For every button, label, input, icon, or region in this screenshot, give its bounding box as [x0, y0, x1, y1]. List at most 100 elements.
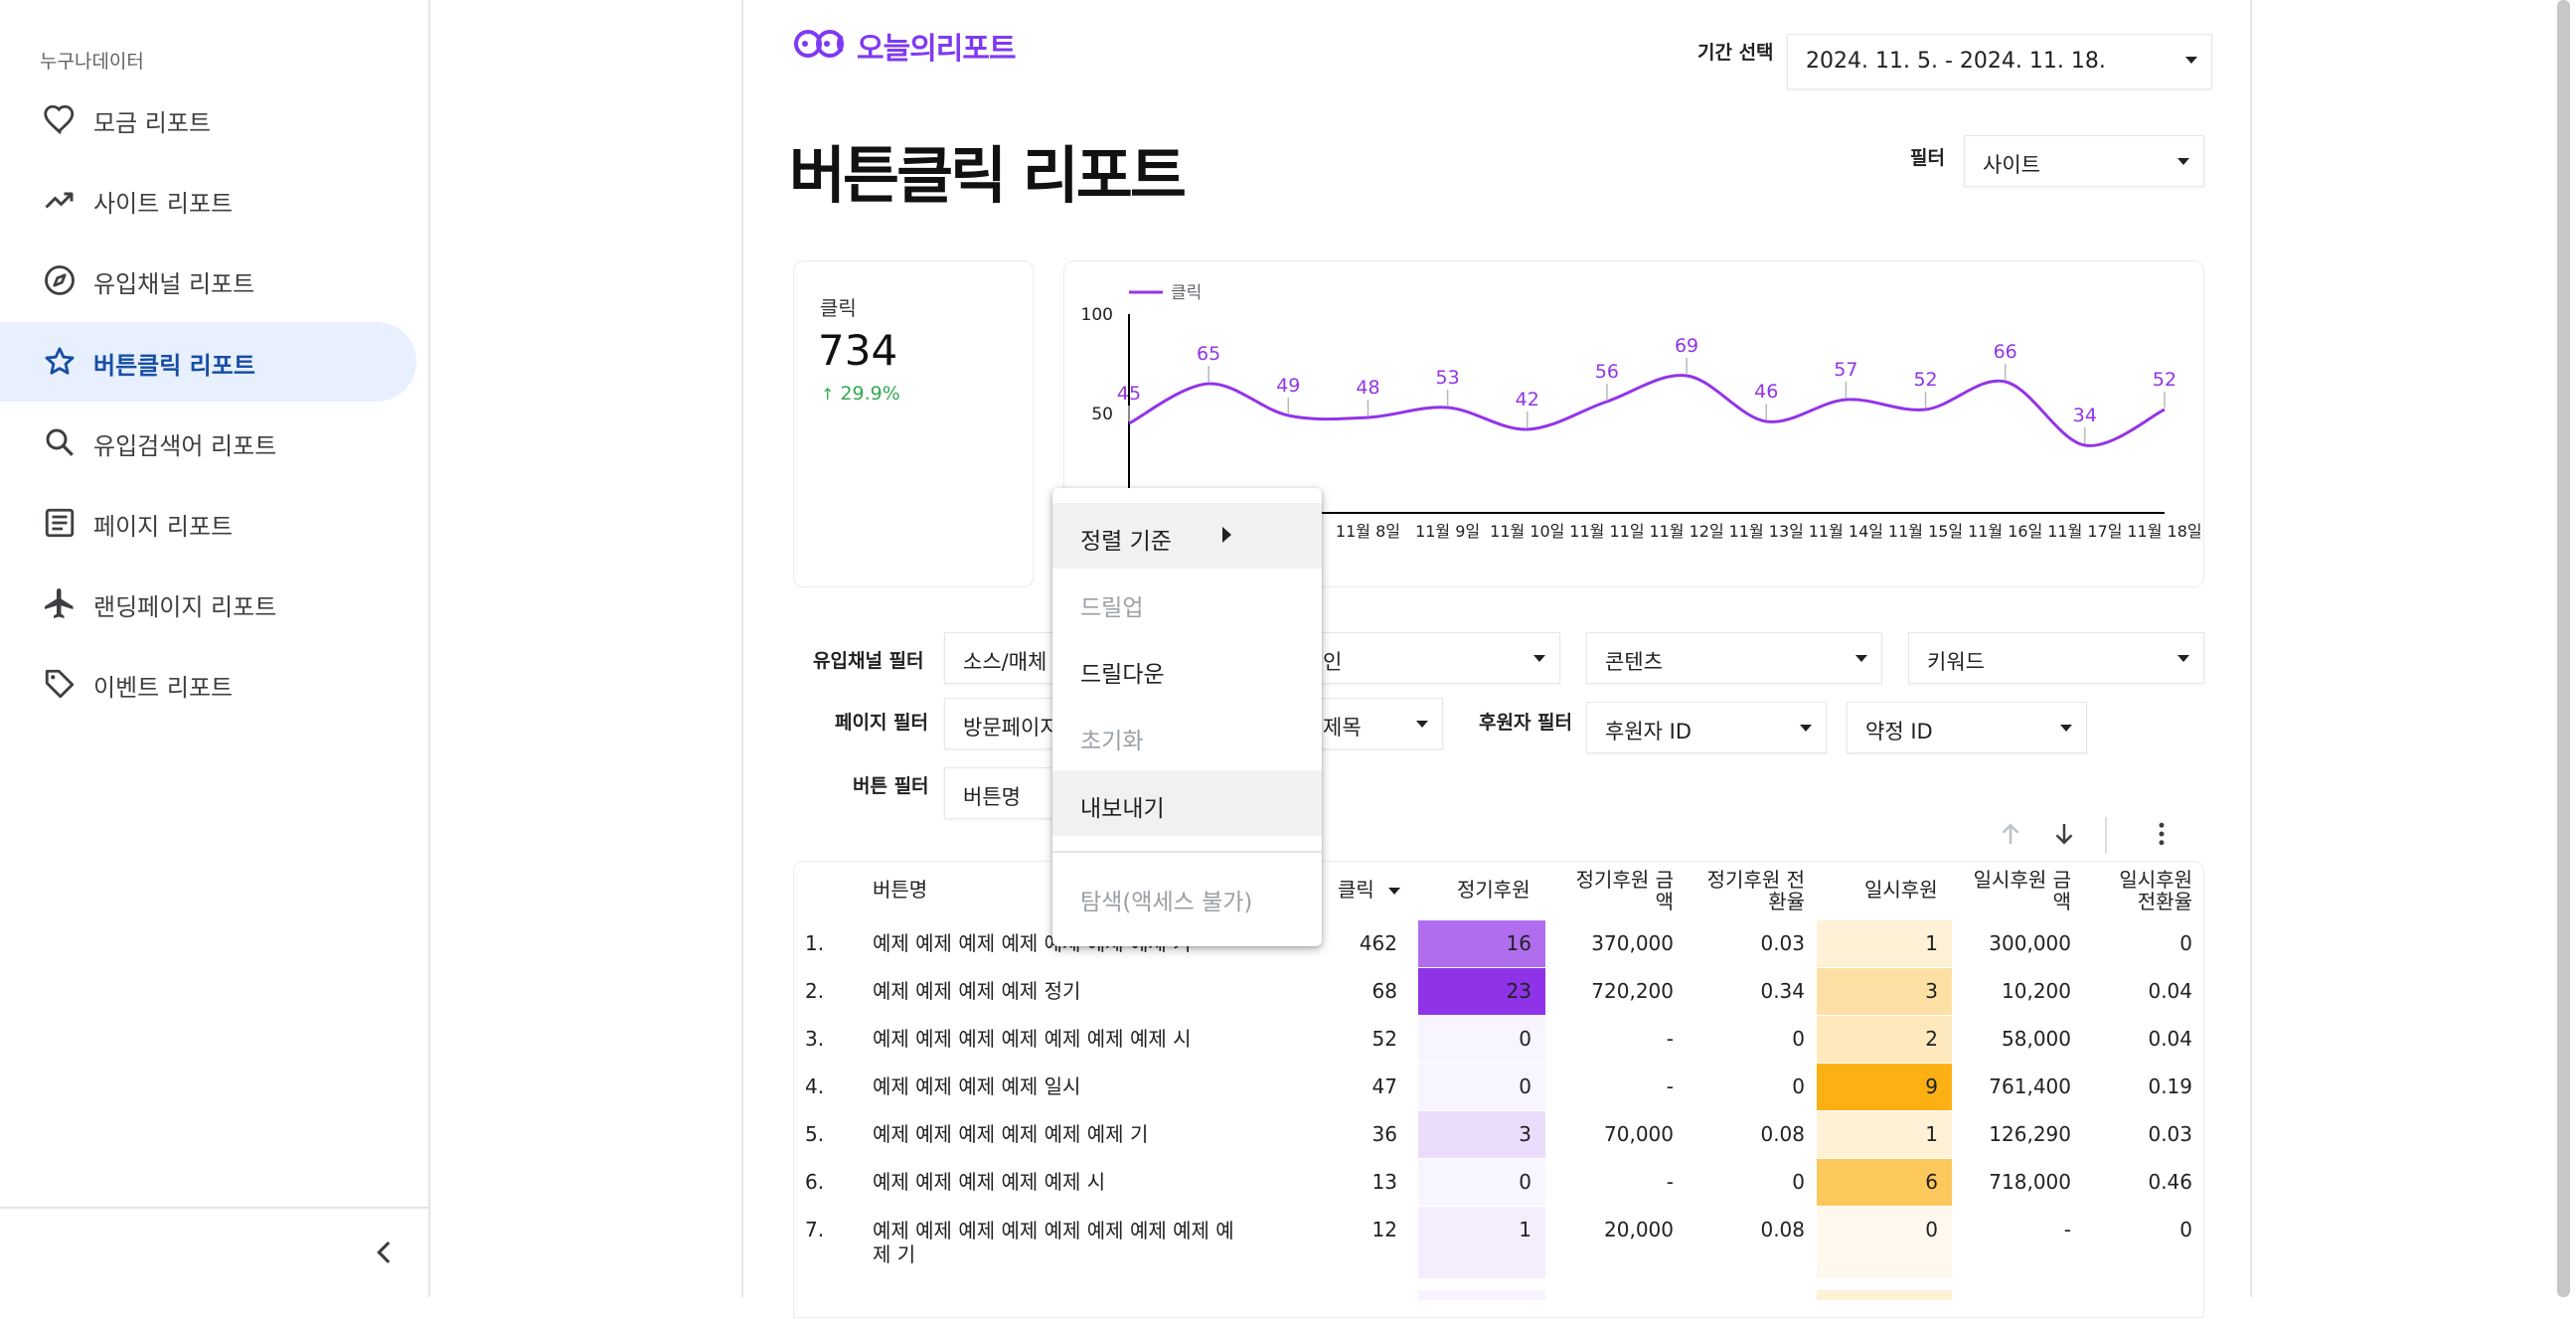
table-cell-regular-rate[interactable]: 0 — [1792, 1027, 1805, 1051]
col-header-onetime[interactable]: 일시후원 — [1864, 878, 1938, 902]
donor-id-dropdown[interactable]: 후원자 ID — [1586, 702, 1827, 753]
table-cell-onetime[interactable]: 6 — [1817, 1159, 1952, 1206]
table-cell-onetime-rate[interactable]: 0 — [2179, 931, 2192, 955]
sort-desc-icon — [1388, 888, 1401, 895]
table-cell-idx[interactable]: 5. — [805, 1122, 825, 1146]
col-header-onetime-rate[interactable]: 일시후원 전환율 — [2097, 869, 2192, 912]
table-cell-onetime[interactable]: 3 — [1817, 968, 1952, 1015]
table-cell-idx[interactable]: 1. — [805, 931, 825, 955]
campaign-dropdown[interactable]: 인 — [1292, 632, 1560, 684]
table-cell-regular[interactable]: 0 — [1418, 1064, 1545, 1110]
table-cell-onetime-amount[interactable]: 718,000 — [1989, 1170, 2071, 1194]
table-cell-regular-rate[interactable]: 0 — [1792, 1170, 1805, 1194]
table-cell-name[interactable]: 예제 예제 예제 예제 일시 — [873, 1074, 1081, 1098]
table-cell-onetime-amount[interactable]: - — [2063, 1218, 2071, 1241]
button-name-dropdown[interactable]: 버튼명 — [944, 767, 1059, 819]
table-cell-idx[interactable]: 3. — [805, 1027, 825, 1051]
table-cell-idx[interactable]: 4. — [805, 1074, 825, 1098]
table-cell-clicks[interactable]: 13 — [1371, 1170, 1397, 1194]
sidebar-item-event-report[interactable]: 이벤트 리포트 — [0, 644, 416, 724]
table-cell-onetime[interactable]: 0 — [1817, 1207, 1952, 1278]
table-cell-clicks[interactable]: 52 — [1371, 1027, 1397, 1051]
sidebar-item-page-report[interactable]: 페이지 리포트 — [0, 483, 416, 563]
table-cell-regular-amount[interactable]: 720,200 — [1591, 979, 1674, 1003]
source-medium-dropdown[interactable]: 소스/매체 — [944, 632, 1059, 684]
table-cell-onetime-amount[interactable]: 126,290 — [1989, 1122, 2071, 1146]
table-cell-regular-rate[interactable]: 0.34 — [1760, 979, 1805, 1003]
col-header-regular[interactable]: 정기후원 — [1457, 878, 1530, 902]
page-scrollbar[interactable] — [2557, 0, 2570, 1297]
keyword-dropdown[interactable]: 키워드 — [1908, 632, 2204, 684]
table-cell-regular[interactable]: 23 — [1418, 968, 1545, 1015]
table-cell-onetime-rate[interactable]: 0.04 — [2148, 979, 2192, 1003]
menu-item-drill-down[interactable]: 드릴다운 — [1052, 636, 1322, 702]
table-cell-regular-rate[interactable]: 0.08 — [1760, 1218, 1805, 1241]
table-cell-name[interactable]: 예제 예제 예제 예제 예제 예제 예제 시 — [873, 1027, 1192, 1051]
table-cell-regular-rate[interactable]: 0.03 — [1760, 931, 1805, 955]
site-filter-dropdown[interactable]: 사이트 — [1964, 135, 2204, 187]
x-tick-label: 11월 8일 — [1336, 522, 1400, 541]
sidebar-item-channel-report[interactable]: 유입채널 리포트 — [0, 241, 416, 320]
table-cell-regular-rate[interactable]: 0.08 — [1760, 1122, 1805, 1146]
table-cell-regular-amount[interactable]: - — [1666, 1027, 1674, 1051]
menu-item-export[interactable]: 내보내기 — [1052, 770, 1322, 836]
table-cell-regular-amount[interactable]: 20,000 — [1604, 1218, 1674, 1241]
table-cell-onetime-rate[interactable]: 0.04 — [2148, 1027, 2192, 1051]
clicks-scorecard[interactable] — [793, 260, 1034, 587]
table-cell-clicks[interactable]: 462 — [1359, 931, 1397, 955]
period-selector[interactable]: 2024. 11. 5. - 2024. 11. 18. — [1787, 34, 2212, 89]
table-cell-onetime[interactable]: 1 — [1817, 1111, 1952, 1158]
table-cell-onetime-amount[interactable]: 58,000 — [2002, 1027, 2071, 1051]
col-header-clicks[interactable]: 클릭 — [1338, 879, 1401, 901]
table-cell-regular-rate[interactable]: 0 — [1792, 1074, 1805, 1098]
table-cell-onetime-amount[interactable]: 10,200 — [2002, 979, 2071, 1003]
table-cell-onetime-amount[interactable]: 761,400 — [1989, 1074, 2071, 1098]
table-cell-onetime-rate[interactable]: 0 — [2179, 1218, 2192, 1241]
sort-descending-button[interactable] — [2049, 819, 2079, 849]
sidebar-item-fundraising-report[interactable]: 모금 리포트 — [0, 80, 416, 159]
menu-item-sort-by[interactable]: 정렬 기준 — [1052, 503, 1322, 569]
table-cell-regular-amount[interactable]: 70,000 — [1604, 1122, 1674, 1146]
col-header-regular-rate[interactable]: 정기후원 전 환율 — [1699, 869, 1805, 912]
table-cell-clicks[interactable]: 12 — [1371, 1218, 1397, 1241]
collapse-sidebar-button[interactable] — [368, 1236, 402, 1269]
table-cell-onetime[interactable]: 1 — [1817, 920, 1952, 967]
sidebar-item-button-click-report[interactable]: 버튼클릭 리포트 — [0, 322, 416, 402]
sidebar-item-landing-page-report[interactable]: 랜딩페이지 리포트 — [0, 564, 416, 643]
table-cell-onetime-rate[interactable]: 0.46 — [2148, 1170, 2192, 1194]
table-cell-regular[interactable]: 3 — [1418, 1111, 1545, 1158]
compass-icon — [42, 262, 78, 298]
table-cell-regular-amount[interactable]: 370,000 — [1591, 931, 1674, 955]
sidebar-item-search-keyword-report[interactable]: 유입검색어 리포트 — [0, 403, 416, 482]
pledge-id-dropdown[interactable]: 약정 ID — [1847, 702, 2087, 753]
sidebar-item-site-report[interactable]: 사이트 리포트 — [0, 160, 416, 240]
content-dropdown[interactable]: 콘텐츠 — [1586, 632, 1882, 684]
table-cell-regular-amount[interactable]: - — [1666, 1074, 1674, 1098]
table-cell-idx[interactable]: 7. — [805, 1218, 825, 1241]
table-cell-clicks[interactable]: 36 — [1371, 1122, 1397, 1146]
landing-page-dropdown[interactable]: 방문페이지 — [944, 698, 1059, 749]
table-cell-idx[interactable]: 6. — [805, 1170, 825, 1194]
table-cell-regular[interactable]: 0 — [1418, 1016, 1545, 1063]
table-cell-clicks[interactable]: 68 — [1371, 979, 1397, 1003]
table-cell-regular[interactable]: 1 — [1418, 1207, 1545, 1278]
table-cell-regular[interactable]: 0 — [1418, 1159, 1545, 1206]
table-cell-name[interactable]: 예제 예제 예제 예제 예제 시 — [873, 1170, 1106, 1194]
table-cell-name[interactable]: 예제 예제 예제 예제 예제 예제 기 — [873, 1122, 1149, 1146]
table-cell-regular-amount[interactable]: - — [1666, 1170, 1674, 1194]
table-cell-onetime[interactable]: 2 — [1817, 1016, 1952, 1063]
table-cell-onetime-rate[interactable]: 0.03 — [2148, 1122, 2192, 1146]
more-options-button[interactable] — [2147, 819, 2176, 849]
table-cell-onetime-amount[interactable]: 300,000 — [1989, 931, 2071, 955]
table-cell-regular[interactable]: 16 — [1418, 920, 1545, 967]
sort-ascending-button[interactable] — [1996, 819, 2025, 849]
table-cell-name[interactable]: 예제 예제 예제 예제 정기 — [873, 979, 1081, 1003]
col-header-button-name[interactable]: 버튼명 — [873, 878, 928, 902]
table-cell-idx[interactable]: 2. — [805, 979, 825, 1003]
table-cell-onetime-rate[interactable]: 0.19 — [2148, 1074, 2192, 1098]
table-cell-onetime[interactable]: 9 — [1817, 1064, 1952, 1110]
table-cell-clicks[interactable]: 47 — [1371, 1074, 1397, 1098]
